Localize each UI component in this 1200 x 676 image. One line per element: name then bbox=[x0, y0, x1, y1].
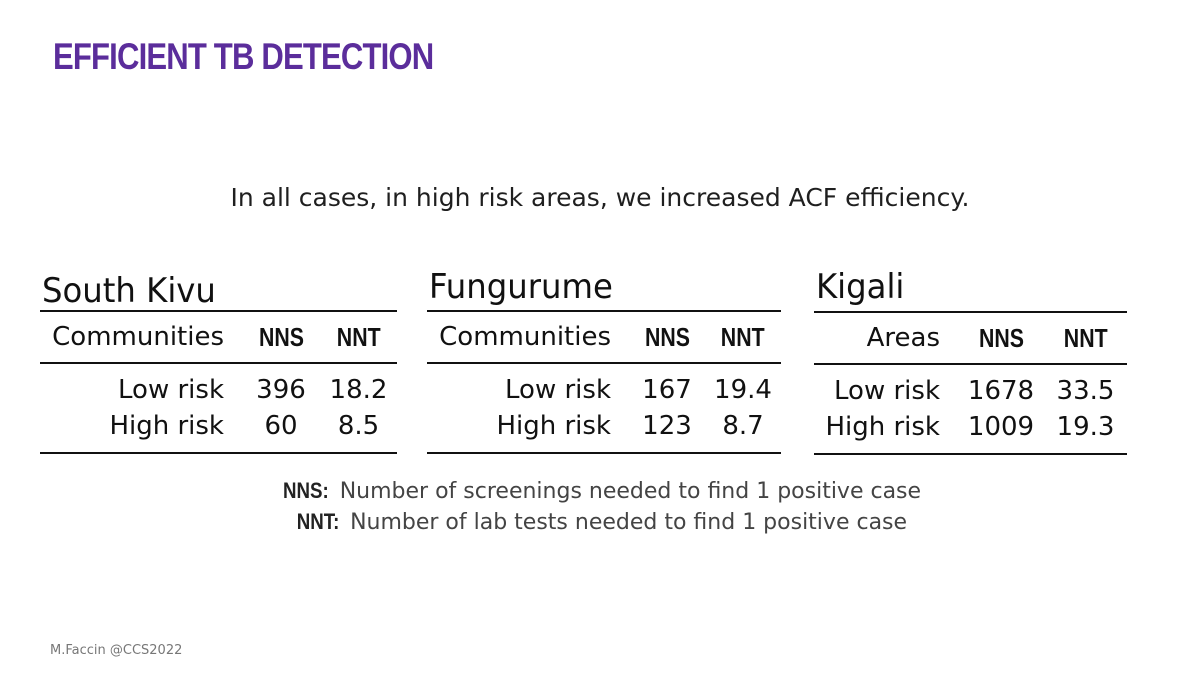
results-table: Communities NNS NNT Low risk 167 19.4 Hi… bbox=[427, 310, 781, 454]
site-name: Kigali bbox=[816, 267, 905, 307]
table-header-row: Areas NNS NNT bbox=[814, 312, 1127, 365]
legend-line-nns: NNS: Number of screenings needed to find… bbox=[0, 476, 1200, 507]
nns-value: 123 bbox=[642, 411, 692, 441]
column-header-communities: Communities bbox=[427, 311, 629, 364]
nns-value: 1678 bbox=[967, 376, 1035, 406]
results-table: Communities NNS NNT Low risk 396 18.2 Hi… bbox=[40, 310, 397, 454]
column-header-nns: NNS bbox=[629, 311, 705, 364]
abbreviation-legend: NNS: Number of screenings needed to find… bbox=[0, 476, 1200, 538]
site-fungurume: Fungurume Communities NNS NNT Low risk 1… bbox=[427, 268, 781, 454]
column-header-nnt: NNT bbox=[705, 311, 781, 364]
table-header-row: Communities NNS NNT bbox=[40, 311, 397, 364]
slide-subtitle: In all cases, in high risk areas, we inc… bbox=[230, 183, 970, 212]
slide-footer: M.Faccin @CCS2022 bbox=[50, 643, 183, 658]
legend-text: Number of screenings needed to find 1 po… bbox=[339, 479, 922, 504]
nns-value: 167 bbox=[642, 375, 692, 405]
nns-value: 1009 bbox=[967, 412, 1035, 442]
site-south-kivu: South Kivu Communities NNS NNT Low risk … bbox=[40, 272, 397, 454]
column-header-nnt: NNT bbox=[1044, 312, 1127, 365]
row-label: Low risk bbox=[505, 375, 611, 405]
nnt-value: 19.3 bbox=[1056, 412, 1115, 442]
legend-line-nnt: NNT: Number of lab tests needed to find … bbox=[0, 507, 1200, 538]
table-row: High risk 123 8.7 bbox=[427, 408, 781, 453]
nnt-value: 8.7 bbox=[722, 411, 764, 441]
table-row: High risk 1009 19.3 bbox=[814, 409, 1127, 454]
row-label: High risk bbox=[825, 412, 940, 442]
nnt-value: 33.5 bbox=[1056, 376, 1115, 406]
nnt-value: 8.5 bbox=[337, 411, 380, 441]
nnt-value: 19.4 bbox=[714, 375, 772, 405]
table-header-row: Communities NNS NNT bbox=[427, 311, 781, 364]
site-name: South Kivu bbox=[42, 271, 216, 311]
table-row: Low risk 1678 33.5 bbox=[814, 364, 1127, 409]
site-name: Fungurume bbox=[429, 267, 613, 307]
table-row: Low risk 167 19.4 bbox=[427, 363, 781, 408]
nnt-value: 18.2 bbox=[329, 375, 388, 405]
column-header-areas: Areas bbox=[814, 312, 958, 365]
column-header-nns: NNS bbox=[958, 312, 1044, 365]
row-label: Low risk bbox=[834, 376, 940, 406]
legend-abbr: NNS: bbox=[282, 478, 329, 503]
legend-text: Number of lab tests needed to find 1 pos… bbox=[350, 510, 908, 535]
column-header-communities: Communities bbox=[40, 311, 242, 364]
table-row: Low risk 396 18.2 bbox=[40, 363, 397, 408]
nns-value: 396 bbox=[256, 375, 306, 405]
table-row: High risk 60 8.5 bbox=[40, 408, 397, 453]
results-table: Areas NNS NNT Low risk 1678 33.5 High ri… bbox=[814, 311, 1127, 455]
site-kigali: Kigali Areas NNS NNT Low risk 1678 33.5 … bbox=[814, 268, 1127, 455]
legend-abbr: NNT: bbox=[296, 509, 340, 534]
row-label: Low risk bbox=[118, 375, 224, 405]
row-label: High risk bbox=[496, 411, 611, 441]
nns-value: 60 bbox=[264, 411, 298, 441]
slide-title: EFFICIENT TB DETECTION bbox=[53, 36, 434, 77]
column-header-nnt: NNT bbox=[320, 311, 397, 364]
row-label: High risk bbox=[109, 411, 224, 441]
column-header-nns: NNS bbox=[242, 311, 320, 364]
